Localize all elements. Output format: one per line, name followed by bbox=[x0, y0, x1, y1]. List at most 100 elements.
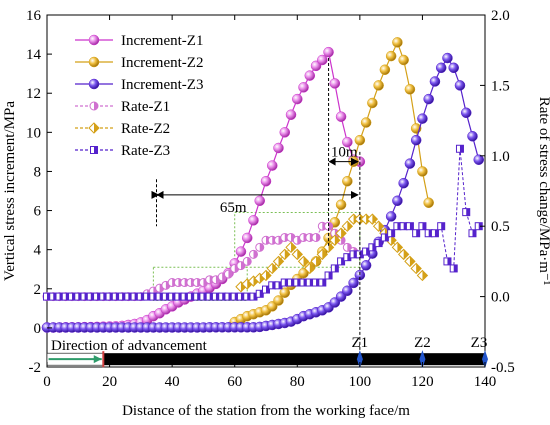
data-point-fill bbox=[284, 279, 289, 287]
data-point-fill bbox=[328, 271, 333, 279]
data-point bbox=[342, 175, 353, 187]
data-point-fill bbox=[284, 249, 290, 260]
data-point bbox=[435, 62, 447, 74]
data-point-fill bbox=[291, 279, 295, 287]
data-point-fill bbox=[109, 293, 114, 301]
data-point-fill bbox=[397, 222, 401, 230]
plot-frame bbox=[46, 14, 486, 368]
data-point bbox=[467, 130, 478, 142]
data-point bbox=[254, 195, 265, 207]
data-point bbox=[317, 54, 328, 66]
data-point bbox=[360, 260, 372, 271]
data-point bbox=[410, 134, 422, 146]
y2-axis-label: Rate of stress change/MPa·m⁻¹ bbox=[536, 97, 550, 286]
series-rate-z3 bbox=[43, 144, 483, 301]
data-point-fill bbox=[147, 293, 151, 301]
y-tick-label: 6 bbox=[34, 204, 42, 220]
data-point-fill bbox=[134, 293, 139, 301]
data-point-fill bbox=[172, 293, 176, 301]
advance-label: Direction of advancement bbox=[51, 338, 208, 354]
data-point-fill bbox=[247, 257, 252, 266]
data-point bbox=[279, 287, 291, 298]
data-point-fill bbox=[322, 249, 328, 260]
data-point-fill bbox=[65, 293, 70, 301]
data-point-fill bbox=[72, 293, 76, 301]
data-point-fill bbox=[178, 293, 182, 301]
data-point-fill bbox=[228, 270, 233, 279]
data-point-fill bbox=[347, 253, 351, 261]
data-point-fill bbox=[472, 229, 476, 237]
station-marker bbox=[482, 350, 488, 369]
data-point-fill bbox=[422, 222, 426, 230]
series-rate-z2 bbox=[235, 213, 429, 293]
data-point-fill bbox=[334, 235, 340, 246]
station-marker bbox=[356, 350, 363, 369]
data-point-fill bbox=[153, 293, 157, 301]
workface-bar bbox=[103, 353, 486, 366]
data-point bbox=[423, 197, 434, 208]
y2-tick-label: 1.0 bbox=[491, 149, 510, 165]
x-tick-label: 140 bbox=[474, 374, 497, 390]
data-point bbox=[260, 175, 272, 187]
data-point-fill bbox=[59, 293, 64, 301]
dimension-10m-label: 10m bbox=[331, 145, 358, 161]
data-point-fill bbox=[297, 279, 301, 287]
y2-tick-label: 1.5 bbox=[491, 78, 510, 94]
data-point-fill bbox=[90, 293, 95, 301]
data-point-fill bbox=[391, 235, 397, 246]
y-axis-label: Vertical stress increment/MPa bbox=[2, 101, 18, 281]
data-point-fill bbox=[422, 270, 428, 281]
data-point bbox=[423, 93, 434, 105]
data-point-fill bbox=[272, 281, 276, 289]
data-point-fill bbox=[159, 293, 164, 301]
data-point bbox=[335, 111, 347, 122]
data-point bbox=[354, 269, 366, 281]
data-point bbox=[392, 195, 403, 207]
legend-item: Increment-Z3 bbox=[75, 77, 203, 93]
data-point-fill bbox=[403, 249, 409, 260]
data-point-fill bbox=[347, 221, 353, 232]
data-point-fill bbox=[97, 293, 101, 301]
station-label: Z1 bbox=[352, 335, 369, 351]
data-point bbox=[248, 215, 259, 226]
data-point-fill bbox=[78, 293, 82, 301]
data-point-fill bbox=[322, 279, 326, 287]
data-point-fill bbox=[128, 293, 132, 301]
data-point-fill bbox=[409, 222, 414, 230]
data-point-fill bbox=[341, 257, 345, 265]
data-point-fill bbox=[309, 279, 314, 287]
y-tick-label: 16 bbox=[26, 8, 42, 24]
station-label: Z2 bbox=[414, 335, 431, 351]
data-point-fill bbox=[372, 243, 376, 251]
legend-item: Rate-Z2 bbox=[75, 121, 170, 137]
data-point-fill bbox=[409, 256, 415, 267]
data-point-fill bbox=[122, 293, 126, 301]
data-point-fill bbox=[447, 257, 451, 265]
data-point-fill bbox=[165, 293, 170, 301]
dimension-10m-arrowhead bbox=[328, 157, 336, 166]
data-point-fill bbox=[247, 293, 251, 301]
data-point-fill bbox=[416, 263, 422, 274]
station-label: Z3 bbox=[471, 335, 488, 351]
data-point-fill bbox=[190, 293, 195, 301]
data-point-fill bbox=[84, 293, 89, 301]
data-point-fill bbox=[384, 233, 389, 241]
data-point-fill bbox=[140, 293, 145, 301]
y-tick-label: -2 bbox=[29, 360, 42, 376]
data-point-fill bbox=[266, 270, 271, 281]
data-point bbox=[404, 84, 416, 95]
data-point-fill bbox=[240, 293, 245, 301]
data-point-fill bbox=[47, 293, 51, 301]
legend-item: Rate-Z3 bbox=[75, 143, 170, 159]
data-point-fill bbox=[234, 293, 239, 301]
x-tick-label: 80 bbox=[290, 374, 305, 390]
x-tick-label: 120 bbox=[411, 374, 434, 390]
data-point-fill bbox=[341, 228, 347, 239]
data-point bbox=[385, 50, 397, 62]
data-point-fill bbox=[253, 293, 257, 301]
data-point bbox=[342, 285, 353, 296]
data-point-fill bbox=[297, 249, 303, 260]
data-point-fill bbox=[259, 243, 264, 252]
y2-tick-label: 0.0 bbox=[491, 290, 510, 306]
